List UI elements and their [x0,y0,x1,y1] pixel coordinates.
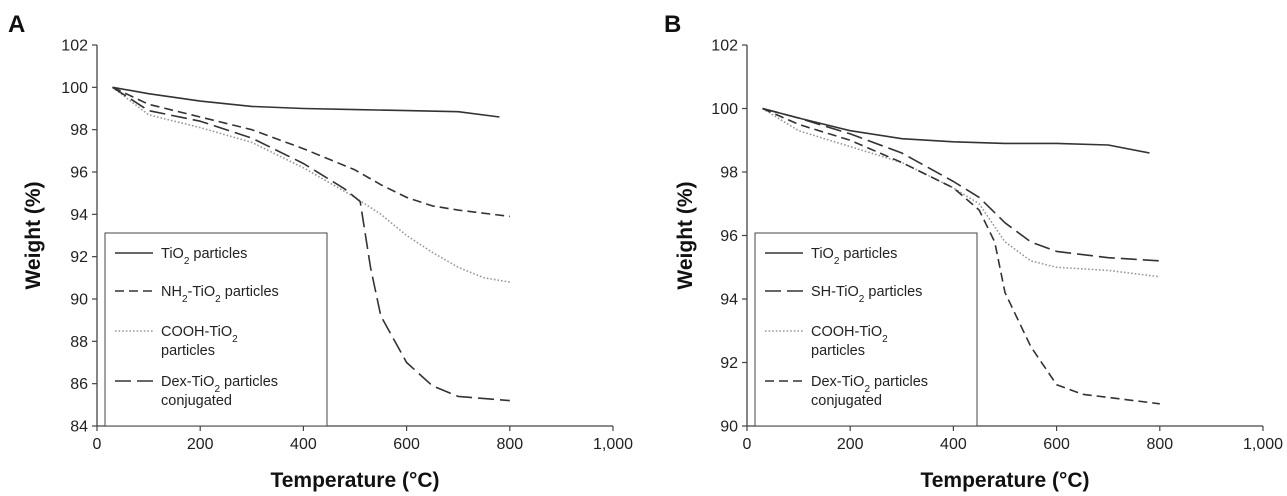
y-tick-label: 86 [70,376,88,393]
y-tick-label: 102 [711,38,738,55]
legend-label: NH2-TiO2 particles [161,284,279,305]
y-tick-label: 96 [720,228,738,245]
y-tick-label: 90 [720,419,738,436]
y-tick-label: 94 [70,207,88,224]
legend-box [104,232,328,427]
x-tick-label: 200 [187,436,214,453]
panel-label: A [8,11,25,38]
y-tick-label: 98 [720,165,738,182]
y-tick-label: 94 [720,292,738,309]
legend-box [754,232,978,427]
y-tick-label: 102 [61,38,88,55]
x-tick-label: 600 [393,436,420,453]
x-tick-label: 1,000 [1243,436,1283,453]
x-tick-label: 200 [837,436,864,453]
y-tick-label: 90 [70,292,88,309]
series-line-1 [112,86,500,118]
x-tick-label: 400 [940,436,967,453]
legend-label: Dex-TiO2 particles conjugated [811,374,928,409]
panel-b: 90 92 94 96 98 100 102 0 200 400 600 800 1,000 Temper… [664,11,1283,492]
y-tick-label: 98 [70,122,88,139]
x-tick-label: 800 [496,436,523,453]
y-tick-label: 92 [720,355,738,372]
y-tick-label: 96 [70,165,88,182]
x-tick-label: 0 [93,436,102,453]
y-tick-label: 100 [61,80,88,97]
panel-a: 84 86 88 90 92 94 96 98 100 102 0 200 400 600 800 1,000… [8,11,633,492]
y-axis-label: Weight (%) [674,181,697,289]
y-tick-label: 84 [70,419,88,436]
y-tick-label: 88 [70,334,88,351]
legend: TiO2 particles SH-TiO2 particles COOH-TiO2… [754,232,978,427]
series-line-2 [112,86,510,218]
x-tick-label: 800 [1146,436,1173,453]
x-axis-label: Temperature (°C) [270,469,439,492]
x-tick-label: 1,000 [593,436,633,453]
series-line-1 [762,107,1150,154]
y-axis-label: Weight (%) [22,181,45,289]
x-tick-label: 600 [1043,436,1070,453]
series-line-2 [762,107,1160,262]
series-line-4 [112,86,510,402]
x-tick-label: 400 [290,436,317,453]
x-tick-label: 0 [743,436,752,453]
legend: TiO2 particles NH2-TiO2 particles COOH-TiO… [104,232,328,427]
series-line-3 [762,107,1160,278]
series-line-3 [112,86,510,283]
legend-label: COOH-TiO2 particles [161,324,238,359]
legend-label: TiO2 particles [161,246,247,267]
legend-label: COOH-TiO2 particles [811,324,888,359]
y-tick-label: 92 [70,249,88,266]
legend-label: TiO2 particles [811,246,897,267]
x-axis-label: Temperature (°C) [920,469,1089,492]
panel-label: B [664,11,681,38]
y-tick-label: 100 [711,101,738,118]
legend-label: Dex-TiO2 particles conjugated [161,374,278,409]
legend-label: SH-TiO2 particles [811,284,922,305]
